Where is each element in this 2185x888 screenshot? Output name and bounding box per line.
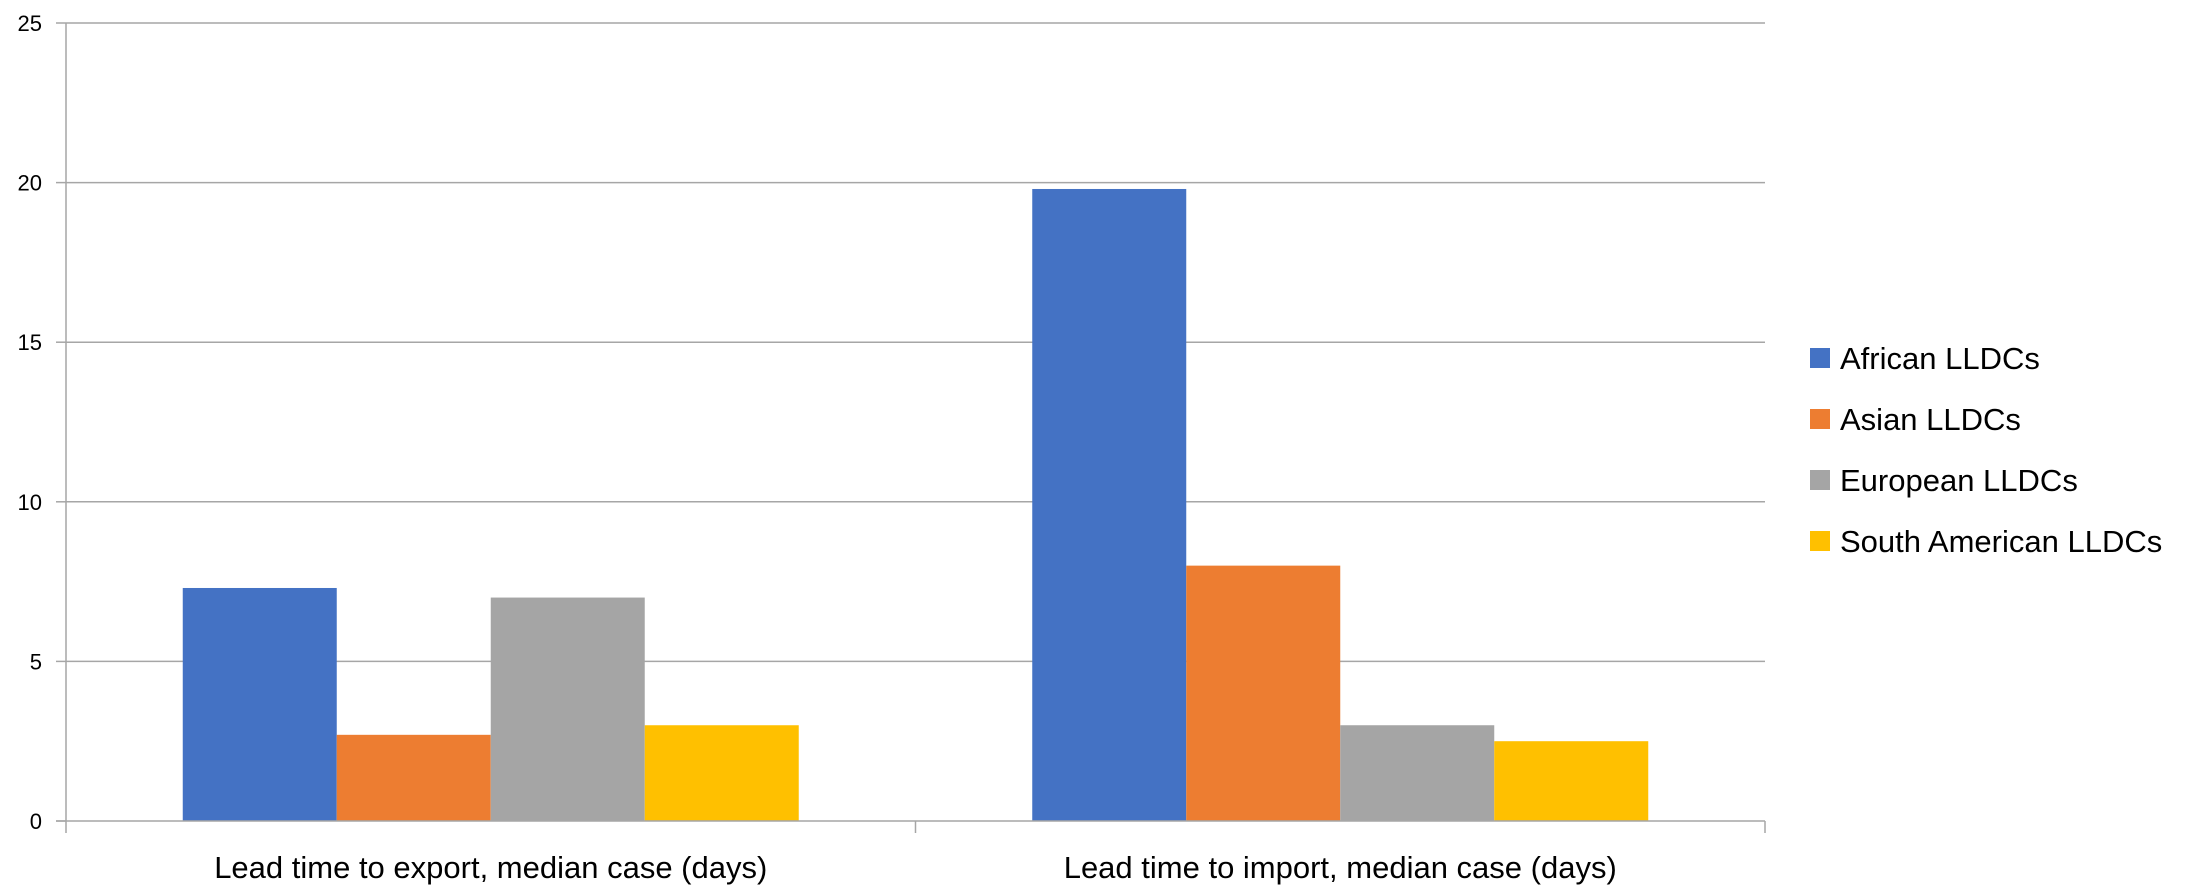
y-axis-tick-labels: 0 5 10 15 20 25 <box>18 11 42 834</box>
y-tick-label: 20 <box>18 171 42 196</box>
bar-european-lldcs-0 <box>490 597 645 821</box>
y-tick-label: 0 <box>30 809 42 834</box>
bar-asian-lldcs-0 <box>336 734 491 821</box>
gridlines <box>66 22 1765 663</box>
bar-african-lldcs-0 <box>182 587 337 821</box>
bar-south-american-lldcs-1 <box>1494 741 1649 821</box>
axes <box>56 22 1766 833</box>
legend-label: African LLDCs <box>1840 341 2040 376</box>
legend-swatch <box>1810 348 1830 368</box>
bar-asian-lldcs-1 <box>1186 565 1341 821</box>
x-axis-category-labels: Lead time to export, median case (days) L… <box>214 850 1617 885</box>
bar-south-american-lldcs-0 <box>644 725 799 821</box>
legend: African LLDCs Asian LLDCs European LLDCs So… <box>1810 341 2162 559</box>
y-tick-label: 25 <box>18 11 42 36</box>
y-tick-label: 5 <box>30 649 42 674</box>
x-category-label: Lead time to export, median case (days) <box>214 850 767 885</box>
bars <box>182 188 1649 821</box>
legend-swatch <box>1810 531 1830 551</box>
legend-label: South American LLDCs <box>1840 524 2162 559</box>
legend-label: Asian LLDCs <box>1840 402 2021 437</box>
y-tick-label: 15 <box>18 330 42 355</box>
legend-label: European LLDCs <box>1840 463 2078 498</box>
y-tick-label: 10 <box>18 490 42 515</box>
bar-african-lldcs-1 <box>1032 188 1187 821</box>
x-category-label: Lead time to import, median case (days) <box>1064 850 1617 885</box>
legend-swatch <box>1810 470 1830 490</box>
bar-european-lldcs-1 <box>1340 725 1495 821</box>
legend-swatch <box>1810 409 1830 429</box>
